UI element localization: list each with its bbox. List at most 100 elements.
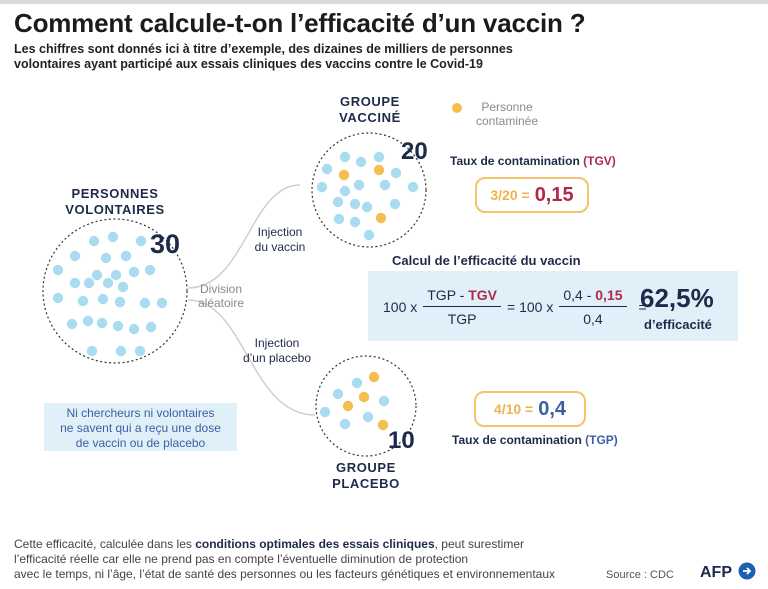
vaccinated-dot: [363, 229, 375, 241]
calc-formula: 100 x TGP - TGV TGP = 100 x 0,4 - 0,15 0…: [383, 285, 659, 329]
vaccinated-dot: [321, 163, 333, 175]
tgv-title-text: Taux de contamination: [450, 154, 580, 168]
placebo-dot: [339, 418, 351, 430]
volunteers-circle: [42, 218, 188, 364]
placebo-dot: [351, 377, 363, 389]
note-line-2: ne savent qui a reçu une dose: [60, 421, 221, 435]
volunteer-dot: [69, 277, 81, 289]
vaccinated-dot: [355, 156, 367, 168]
vaccinated-circle: [311, 132, 427, 248]
volunteer-dot: [120, 250, 132, 262]
injection-vaccine-line-2: du vaccin: [254, 240, 306, 254]
division-line-2: aléatoire: [197, 296, 245, 310]
values-denominator: 0,4: [583, 311, 603, 327]
formula-num-tgp: TGP: [427, 287, 456, 303]
note-line-3: de vaccin ou de placebo: [75, 436, 206, 450]
volunteer-dot: [128, 266, 140, 278]
vaccinated-infected-dot: [338, 169, 350, 181]
vaccinated-label-line-2: VACCINÉ: [339, 110, 401, 125]
values-num-1: 0,4: [563, 287, 583, 303]
volunteer-dot: [100, 252, 112, 264]
volunteer-dot: [83, 277, 95, 289]
volunteer-dot: [52, 292, 64, 304]
vaccinated-dot: [333, 213, 345, 225]
volunteer-dot: [128, 323, 140, 335]
tgp-value: 0,4: [538, 397, 567, 420]
vaccinated-dot: [332, 196, 344, 208]
footer-line-2: l’efficacité réelle car elle ne prend pa…: [14, 552, 469, 566]
volunteer-dot: [134, 345, 146, 357]
page-title: Comment calcule-t-on l’efficacité d’un v…: [14, 8, 586, 38]
footer-text: Cette efficacité, calculée dans les cond…: [14, 537, 594, 582]
volunteer-dot: [135, 235, 147, 247]
volunteer-dot: [144, 264, 156, 276]
values-fraction: 0,4 - 0,15 0,4: [559, 287, 627, 327]
formula-numerator: TGP - TGV: [423, 287, 502, 307]
connector-to-vaccine: [187, 184, 301, 289]
volunteers-dots: [52, 231, 168, 357]
division-label: Division aléatoire: [190, 282, 252, 310]
placebo-circle: [315, 355, 417, 457]
legend-infected-dot: [452, 103, 462, 113]
vaccinated-dot: [349, 198, 361, 210]
note-line-1: Ni chercheurs ni volontaires: [66, 406, 215, 420]
tgp-box: 4/10 = 0,4: [474, 391, 586, 427]
efficacy-result: 62,5%: [640, 283, 714, 313]
calc-equals-1: = 100 x: [507, 299, 554, 315]
volunteers-label: PERSONNES VOLONTAIRES: [40, 186, 190, 218]
tgp-abbr: (TGP): [585, 433, 618, 447]
injection-placebo-line-2: d’un placebo: [242, 351, 312, 365]
efficacy-label: d’efficacité: [644, 317, 712, 332]
legend-line-2: contaminée: [475, 114, 539, 128]
tgp-title: Taux de contamination (TGP): [452, 433, 618, 447]
placebo-infected-dot: [358, 391, 370, 403]
vaccinated-group-label: GROUPE VACCINÉ: [325, 94, 415, 126]
blind-trial-note: Ni chercheurs ni volontaires ne savent q…: [44, 403, 237, 451]
calc-equals-2: =: [638, 299, 647, 315]
vaccinated-infected-dot: [373, 164, 385, 176]
volunteers-count: 30: [150, 229, 181, 259]
volunteers-label-line-1: PERSONNES: [71, 186, 159, 201]
placebo-group-label: GROUPE PLACEBO: [320, 460, 412, 492]
volunteer-dot: [117, 281, 129, 293]
injection-placebo-label: Injection d’un placebo: [232, 336, 322, 366]
vaccinated-dot: [353, 179, 365, 191]
volunteer-dot: [112, 320, 124, 332]
placebo-dot: [332, 388, 344, 400]
vaccinated-count: 20: [401, 138, 428, 165]
tgv-box: 3/20 = 0,15: [475, 177, 589, 213]
tgp-fraction: 4/10 =: [493, 401, 534, 417]
volunteer-dot: [97, 293, 109, 305]
volunteer-dot: [88, 235, 100, 247]
footer-bold: conditions optimales des essais clinique…: [195, 537, 435, 551]
placebo-infected-dot: [377, 419, 389, 431]
formula-minus: -: [459, 287, 465, 303]
volunteer-dot: [110, 269, 122, 281]
subtitle-line-1: Les chiffres sont donnés ici à titre d’e…: [14, 42, 513, 56]
subtitle-line-2: volontaires ayant participé aux essais c…: [14, 57, 483, 71]
vaccinated-infected-dot: [375, 212, 387, 224]
placebo-dot: [378, 395, 390, 407]
footer-line-1: Cette efficacité, calculée dans les cond…: [14, 537, 594, 552]
afp-logo-mark: [738, 562, 756, 580]
formula-fraction: TGP - TGV TGP: [423, 287, 502, 327]
volunteer-dot: [114, 296, 126, 308]
injection-placebo-line-1: Injection: [254, 336, 300, 350]
vaccinated-dot: [389, 198, 401, 210]
division-line-1: Division: [199, 282, 242, 296]
vaccinated-dot: [379, 179, 391, 191]
vaccinated-dot: [407, 181, 419, 193]
volunteer-dot: [66, 318, 78, 330]
vaccinated-dot: [349, 216, 361, 228]
footer-part-2: , peut surestimer: [434, 537, 525, 551]
values-num-2: 0,15: [595, 287, 623, 303]
tgv-value: 0,15: [534, 183, 574, 206]
placebo-label-line-2: PLACEBO: [332, 476, 400, 491]
connector-to-placebo: [187, 299, 316, 416]
volunteer-dot: [52, 264, 64, 276]
formula-num-tgv: TGV: [468, 287, 498, 303]
placebo-dots: [319, 371, 390, 431]
volunteer-dot: [82, 315, 94, 327]
volunteer-dot: [91, 269, 103, 281]
